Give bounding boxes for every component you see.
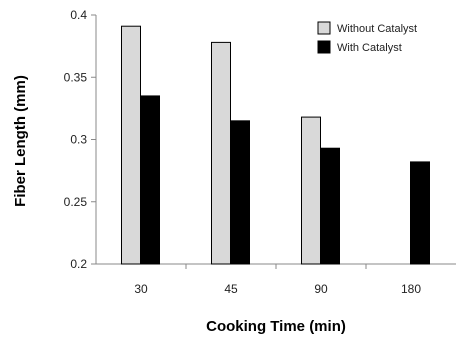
bar-with-catalyst xyxy=(230,120,250,265)
bar-with-catalyst xyxy=(140,95,160,265)
y-axis-label: Fiber Length (mm) xyxy=(12,75,29,207)
x-tick-label: 30 xyxy=(134,282,148,296)
y-tick-label: 0.3 xyxy=(70,133,87,147)
y-tick-label: 0.25 xyxy=(64,195,88,209)
bar-with-catalyst xyxy=(410,161,430,265)
legend-label: With Catalyst xyxy=(337,42,402,54)
bar-without-catalyst xyxy=(301,116,321,265)
legend-label: Without Catalyst xyxy=(337,23,417,35)
bar-without-catalyst xyxy=(211,41,231,265)
x-tick-label: 45 xyxy=(224,282,238,296)
bar-with-catalyst xyxy=(320,147,340,265)
legend-swatch xyxy=(317,40,331,54)
x-axis-label: Cooking Time (min) xyxy=(206,318,346,335)
bars-group xyxy=(121,25,430,265)
x-tick-label: 90 xyxy=(314,282,328,296)
legend-swatch xyxy=(317,21,331,35)
y-tick-label: 0.4 xyxy=(70,8,87,22)
y-tick-label: 0.2 xyxy=(70,257,87,271)
ticks-group: 0.2 0.25 0.3 0.35 0.4 30 45 90 180 xyxy=(64,8,422,296)
legend: Without Catalyst With Catalyst xyxy=(317,21,417,54)
y-tick-label: 0.35 xyxy=(64,70,88,84)
bar-without-catalyst xyxy=(121,25,141,265)
x-tick-label: 180 xyxy=(401,282,421,296)
